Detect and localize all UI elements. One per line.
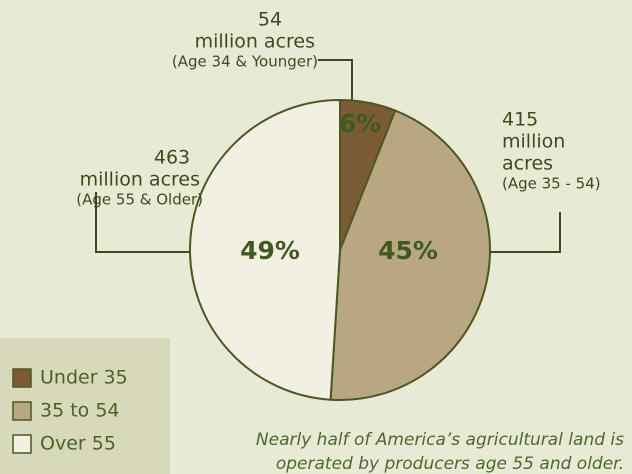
slice-label: 6% — [339, 109, 381, 138]
legend-label: 35 to 54 — [40, 400, 120, 422]
pie-slice — [329, 109, 491, 401]
leader-line — [318, 59, 353, 100]
annotation-group: (Age 35 - 54) — [502, 175, 601, 193]
pie-slice — [189, 98, 341, 401]
slice-label: 49% — [240, 236, 300, 265]
legend-swatch — [12, 434, 32, 454]
slice-label: 45% — [378, 236, 438, 265]
annotation-acres: 463 — [154, 147, 190, 169]
annotation-unit: million — [502, 131, 565, 153]
annotation-unit: million acres — [195, 31, 315, 53]
legend-swatch — [12, 368, 32, 388]
annotation-unit: million acres — [80, 169, 200, 191]
annotation-unit: acres — [502, 153, 553, 175]
annotation-acres: 415 — [502, 109, 538, 131]
legend-swatch — [12, 401, 32, 421]
caption: Nearly half of America’s agricultural la… — [256, 430, 624, 450]
leader-line — [95, 192, 190, 253]
annotation-group: (Age 34 & Younger) — [172, 53, 318, 71]
caption: operated by producers age 55 and older. — [276, 454, 624, 474]
annotation-acres: 54 — [258, 9, 282, 31]
legend-label: Over 55 — [40, 433, 116, 455]
legend-label: Under 35 — [40, 367, 128, 389]
annotation-group: (Age 55 & Older) — [76, 191, 203, 209]
